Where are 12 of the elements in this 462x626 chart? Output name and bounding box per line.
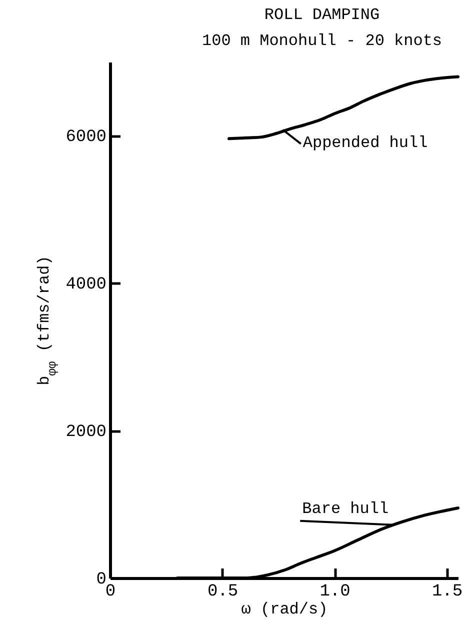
y-tick-label: 6000 [66, 128, 106, 148]
y-tick-label: 4000 [66, 276, 106, 295]
annotation: Bare hull [302, 500, 389, 518]
x-tick-label: 1.0 [320, 582, 350, 602]
x-axis-title: ω (rad/s) [241, 600, 328, 618]
y-tick-label: 2000 [66, 423, 106, 442]
chart-subtitle: 100 m Monohull - 20 knots [202, 32, 442, 50]
y-tick-label: 0 [96, 570, 106, 590]
annotation: Appended hull [302, 134, 428, 152]
x-tick-label: 0.5 [207, 582, 238, 602]
chart-title: ROLL DAMPING [264, 6, 380, 24]
x-tick-label: 1.5 [432, 582, 462, 602]
